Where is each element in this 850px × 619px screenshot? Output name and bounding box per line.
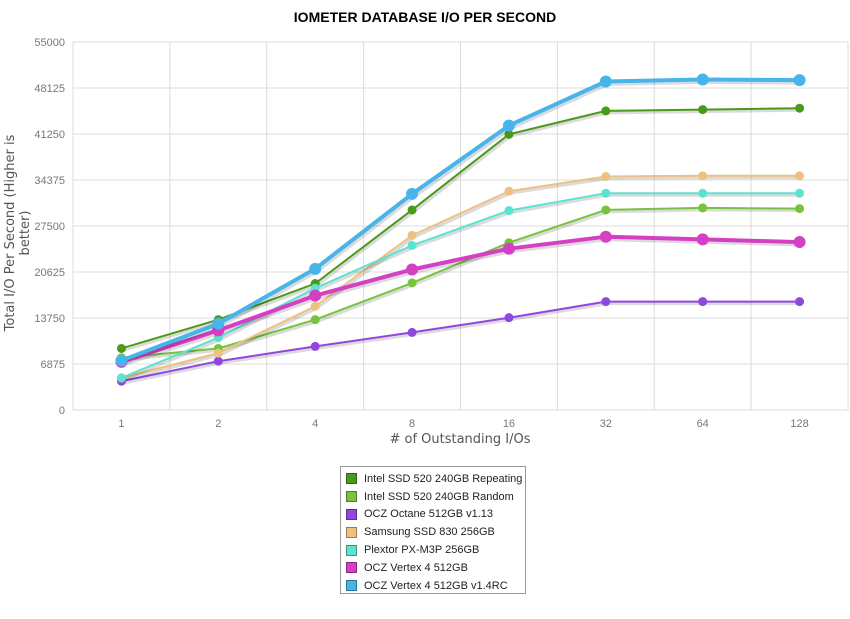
data-point (504, 186, 514, 196)
y-tick-label: 13750 (34, 313, 65, 325)
data-point (698, 188, 708, 198)
data-point (793, 236, 806, 249)
series-line-shadow (122, 176, 802, 382)
x-tick-label: 32 (600, 418, 612, 430)
data-point (698, 171, 708, 181)
legend-item: Intel SSD 520 240GB Repeating (341, 470, 525, 488)
x-tick-label: 1 (118, 418, 124, 430)
legend-label: Samsung SSD 830 256GB (364, 526, 495, 539)
legend-swatch (346, 491, 357, 503)
legend-item: Intel SSD 520 240GB Random (341, 488, 525, 506)
x-axis-label: # of Outstanding I/Os (389, 432, 531, 447)
data-point (116, 373, 126, 383)
data-point (795, 204, 805, 214)
data-point (116, 343, 126, 353)
legend-swatch (346, 562, 357, 574)
legend-swatch (346, 544, 357, 556)
legend-label: OCZ Vertex 4 512GB (364, 561, 468, 574)
legend-label: OCZ Vertex 4 512GB v1.4RC (364, 579, 508, 592)
y-tick-label: 34375 (34, 175, 65, 187)
series-line-shadow (122, 193, 802, 382)
data-point (599, 75, 612, 88)
x-tick-label: 128 (790, 418, 808, 430)
x-tick-label: 64 (697, 418, 709, 430)
y-tick-label: 41250 (34, 129, 65, 141)
y-tick-label: 27500 (34, 221, 65, 233)
data-point (407, 278, 417, 288)
data-point (601, 205, 611, 215)
legend-swatch (346, 508, 357, 520)
data-point (696, 73, 709, 86)
legend-swatch (346, 580, 357, 592)
data-point (407, 327, 417, 337)
x-tick-label: 2 (215, 418, 221, 430)
legend-swatch (346, 473, 357, 485)
legend-label: Intel SSD 520 240GB Random (364, 490, 514, 503)
data-point (309, 262, 322, 275)
y-tick-label: 48125 (34, 83, 65, 95)
data-point (698, 105, 708, 115)
series-line (121, 300, 800, 383)
legend-label: OCZ Octane 512GB v1.13 (364, 508, 494, 521)
y-axis-label: Total I/O Per Second (Higher is better) (3, 134, 33, 332)
data-point (502, 242, 515, 255)
data-point (795, 103, 805, 113)
legend: Intel SSD 520 240GB Repeating Intel SSD 5… (340, 466, 526, 594)
chart-title: IOMETER DATABASE I/O PER SECOND (293, 9, 557, 25)
legend-item: OCZ Octane 512GB v1.13 (341, 506, 525, 524)
series-line-shadow (122, 79, 802, 365)
data-point (309, 289, 322, 302)
data-point (795, 297, 805, 307)
data-point (213, 356, 223, 366)
data-point (213, 348, 223, 358)
legend-item: OCZ Vertex 4 512GB (341, 559, 525, 577)
data-point (504, 129, 514, 139)
legend-label: Intel SSD 520 240GB Repeating (364, 472, 523, 485)
data-point (310, 341, 320, 351)
y-tick-label: 55000 (34, 37, 65, 49)
data-point (310, 315, 320, 325)
legend-item: Plextor PX-M3P 256GB (341, 541, 525, 559)
data-point (406, 263, 419, 276)
x-tick-label: 16 (503, 418, 515, 430)
data-point (696, 233, 709, 246)
data-point (601, 171, 611, 181)
legend-item: Samsung SSD 830 256GB (341, 523, 525, 541)
data-point (601, 188, 611, 198)
series-line (121, 192, 800, 379)
data-point (407, 205, 417, 215)
series-line (120, 77, 800, 363)
data-point (601, 106, 611, 116)
data-point (599, 230, 612, 243)
data-point (212, 317, 225, 330)
legend-item: OCZ Vertex 4 512GB v1.4RC (341, 577, 525, 595)
x-tick-label: 8 (409, 418, 415, 430)
series-line (121, 174, 800, 379)
series-line (121, 206, 800, 359)
data-point (115, 354, 128, 367)
legend-swatch (346, 526, 357, 538)
data-point (795, 171, 805, 181)
data-point (601, 297, 611, 307)
y-tick-label: 6875 (41, 359, 65, 371)
y-tick-label: 0 (59, 405, 65, 417)
x-tick-label: 4 (312, 418, 318, 430)
data-point (504, 206, 514, 216)
data-point (698, 297, 708, 307)
data-point (406, 187, 419, 200)
data-point (795, 188, 805, 198)
series-line-shadow (122, 302, 802, 385)
y-tick-label: 20625 (34, 267, 65, 279)
series-line (120, 234, 800, 364)
data-point (407, 230, 417, 240)
data-point (698, 203, 708, 213)
data-point (407, 240, 417, 250)
data-point (310, 301, 320, 311)
data-point (793, 74, 806, 87)
data-point (504, 313, 514, 323)
legend-label: Plextor PX-M3P 256GB (364, 544, 480, 557)
data-point (502, 119, 515, 132)
